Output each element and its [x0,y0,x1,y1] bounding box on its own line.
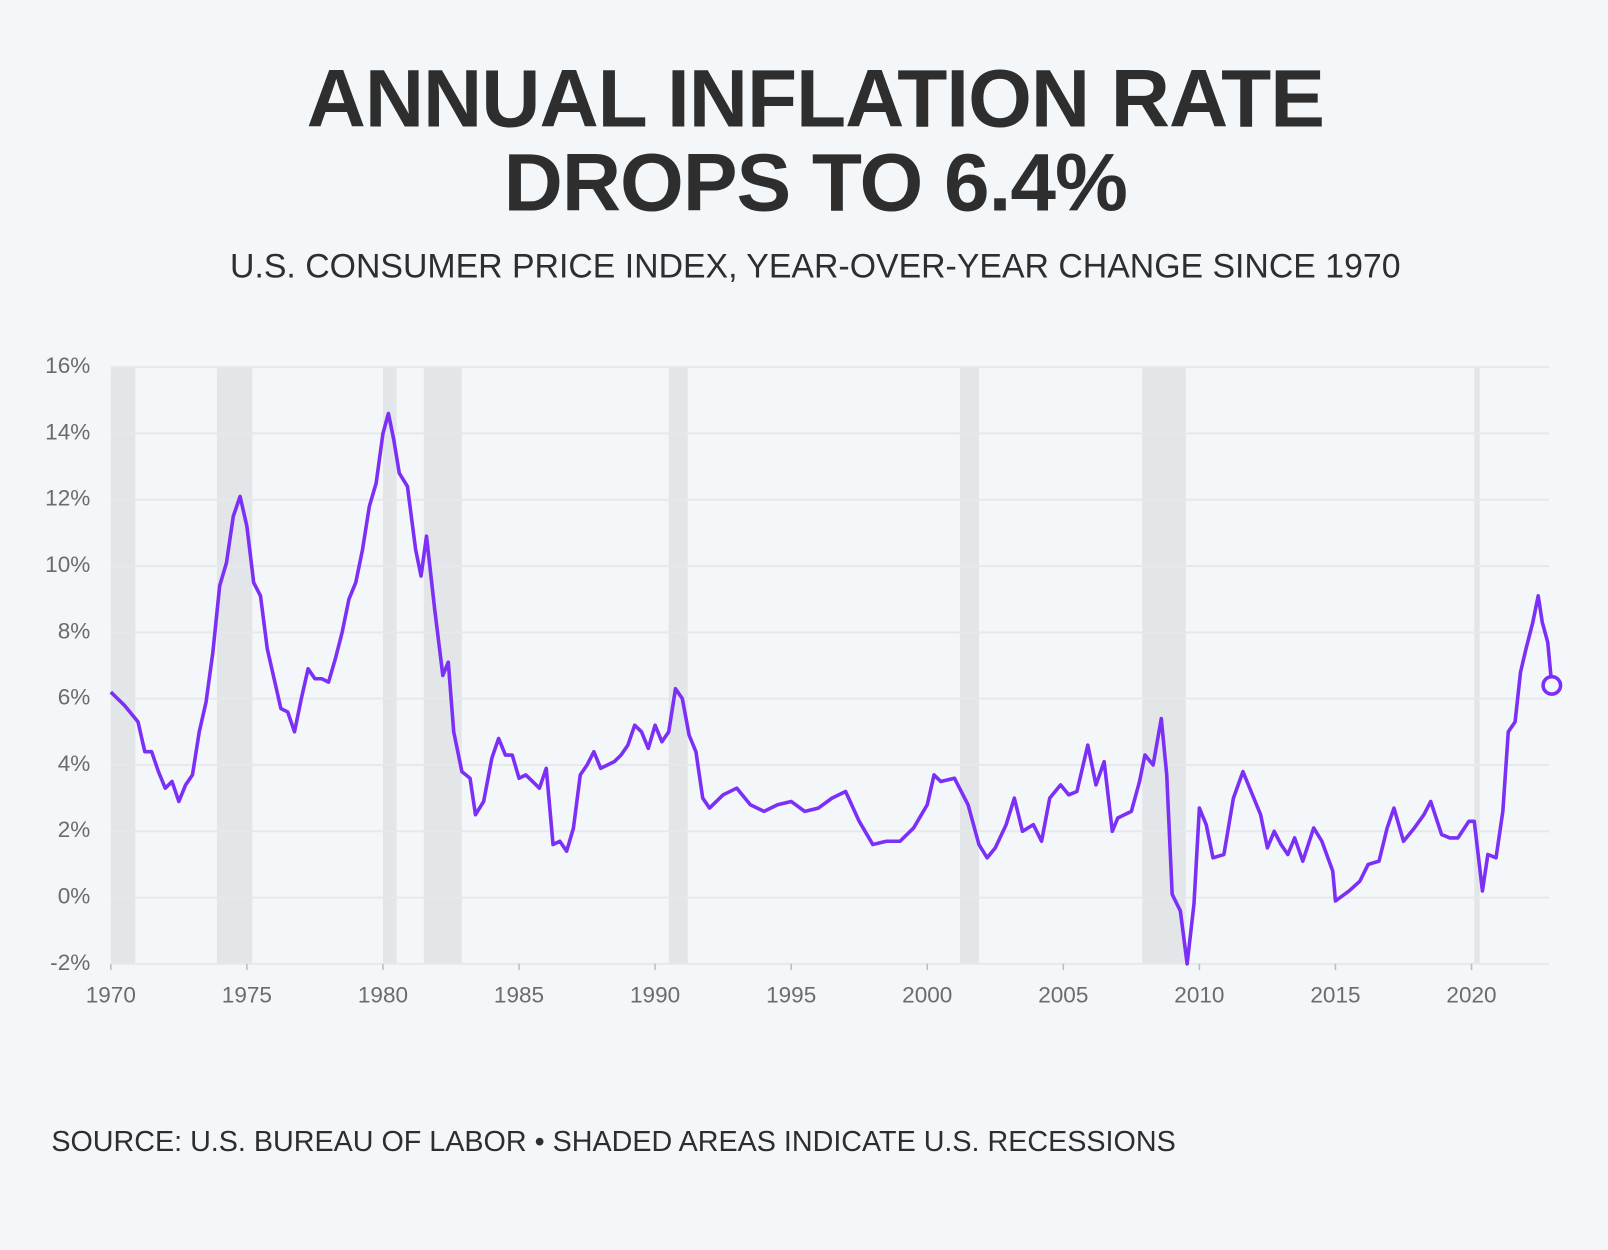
series-line [109,411,1554,966]
x-tick-label: 1990 [630,983,680,1008]
chart-subtitle: U.S. CONSUMER PRICE INDEX, YEAR-OVER-YEA… [230,248,1400,286]
source-note: SOURCE: U.S. BUREAU OF LABOR • SHADED AR… [51,1126,1175,1158]
chart-title: ANNUAL INFLATION RATE [307,53,1324,144]
x-tick-label: 1970 [86,983,136,1008]
recession-band [668,367,688,964]
y-tick-label: 12% [45,486,90,511]
y-tick-label: 0% [58,884,91,909]
x-tick-label: 2020 [1446,983,1496,1008]
x-tick-label: 1995 [766,983,816,1008]
x-tick-label: 1975 [222,983,272,1008]
y-tick-label: 14% [45,419,90,444]
y-tick-label: 4% [58,751,91,776]
x-tick-label: 2010 [1174,983,1224,1008]
y-tick-label: 10% [45,552,90,577]
recession-band [959,367,979,964]
last-point-marker [1541,674,1563,696]
y-tick-label: 6% [58,685,91,710]
x-tick-label: 2015 [1310,983,1360,1008]
recession-band [216,367,253,964]
x-tick-label: 1985 [494,983,544,1008]
chart-title: DROPS TO 6.4% [504,137,1127,228]
recession-band [110,367,136,964]
recession-band [382,367,397,964]
x-tick-label: 2005 [1038,983,1088,1008]
foreground-layer: -2% 0% 2% 4% 6% 8% 10% 12% 14% 16% 1970 1975 1980 198… [45,353,1563,1008]
recession-band [1142,367,1186,964]
background-layer [110,366,1550,971]
y-tick-label: 2% [58,817,91,842]
recession-band [1474,367,1480,964]
x-tick-label: 1980 [358,983,408,1008]
y-tick-label: -2% [50,950,90,975]
y-tick-label: 8% [58,618,91,643]
y-tick-label: 16% [45,353,90,378]
x-tick-label: 2000 [902,983,952,1008]
